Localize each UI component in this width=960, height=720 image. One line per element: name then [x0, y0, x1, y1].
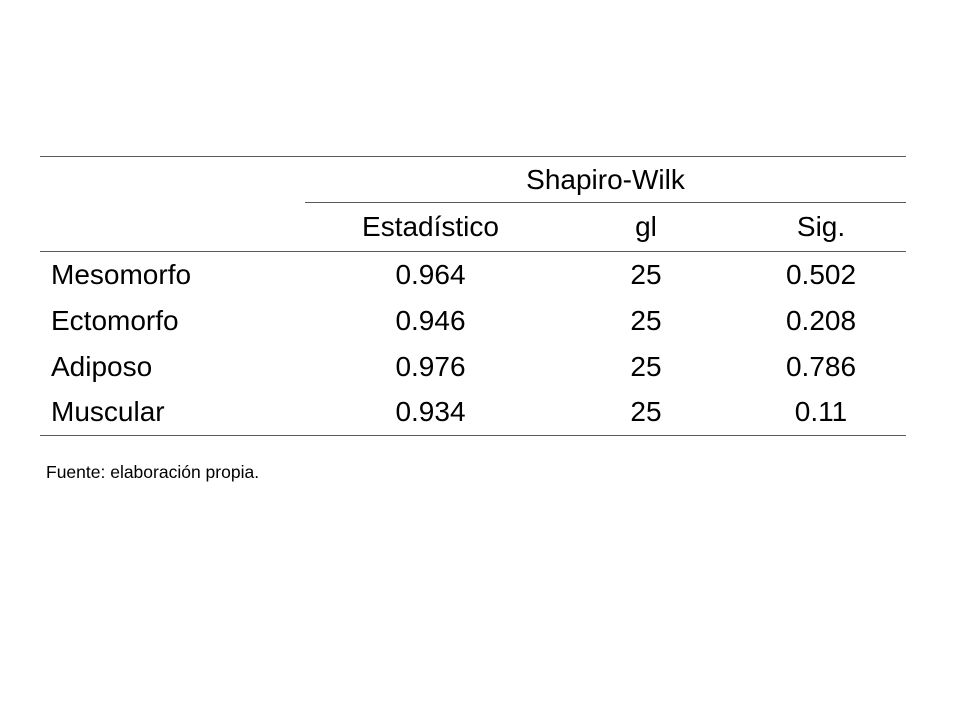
column-header-gl: gl: [556, 202, 736, 252]
column-header-sig: Sig.: [736, 202, 907, 252]
cell-estadistico: 0.946: [395, 304, 466, 336]
empty-header-cell: [40, 202, 305, 252]
column-header-estadistico: Estadístico: [305, 202, 556, 252]
table-row-muscular: Muscular 0.934 25 0.11: [40, 389, 907, 436]
row-label: Ectomorfo: [51, 304, 179, 336]
group-header-shapiro-wilk: Shapiro-Wilk: [305, 156, 907, 203]
row-label: Muscular: [40, 389, 305, 436]
group-header-row: Shapiro-Wilk: [40, 156, 907, 203]
table-row-ectomorfo: Ectomorfo 0.946 25 0.208: [40, 298, 906, 344]
cell-sig: 0.11: [736, 389, 907, 436]
row-label: Adiposo: [51, 350, 153, 382]
cell-sig: 0.786: [785, 350, 857, 382]
table-row-adiposo: Adiposo 0.976 25 0.786: [40, 344, 906, 390]
column-header-row: Estadístico gl Sig.: [40, 202, 907, 252]
cell-gl: 25: [630, 350, 662, 382]
cell-gl: 25: [630, 304, 662, 336]
cell-sig: 0.208: [785, 304, 857, 336]
shapiro-wilk-table-container: Shapiro-Wilk Estadístico gl Sig. Mesomor…: [40, 156, 907, 436]
shapiro-wilk-table: Shapiro-Wilk Estadístico gl Sig. Mesomor…: [40, 156, 907, 436]
table-row-mesomorfo: Mesomorfo 0.964 25 0.502: [40, 252, 906, 298]
cell-estadistico: 0.976: [395, 350, 466, 382]
source-note: Fuente: elaboración propia.: [46, 462, 260, 482]
cell-estadistico: 0.964: [395, 258, 466, 290]
empty-corner-cell: [40, 156, 305, 203]
cell-estadistico: 0.934: [305, 389, 556, 436]
row-label: Mesomorfo: [51, 258, 192, 290]
cell-gl: 25: [556, 389, 736, 436]
cell-gl: 25: [630, 258, 662, 290]
cell-sig: 0.502: [785, 258, 857, 290]
